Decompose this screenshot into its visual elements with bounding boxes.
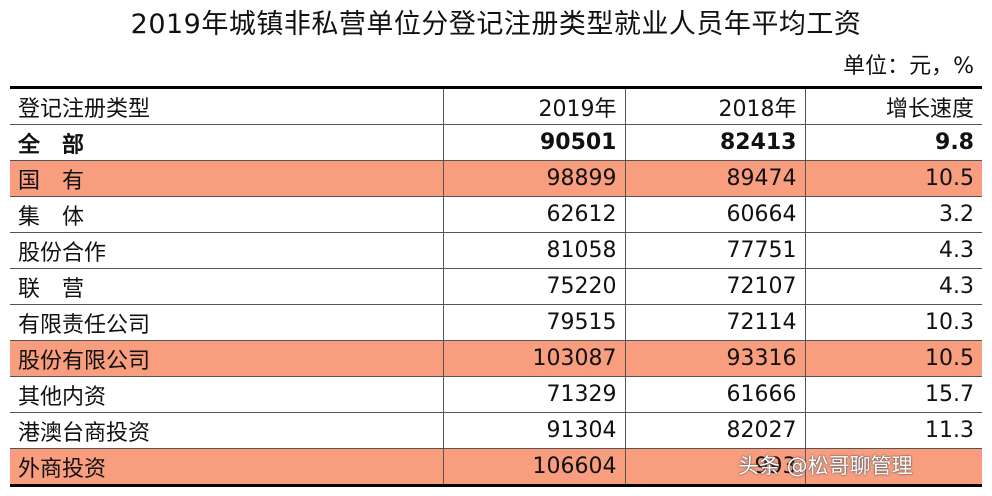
- row-growth: 4.3: [805, 268, 982, 305]
- header-growth: 增长速度: [805, 87, 982, 125]
- header-2019: 2019年: [443, 87, 626, 125]
- table-row: 股份合作 81058 77751 4.3: [10, 232, 982, 269]
- row-value-2018: 72107: [625, 268, 806, 305]
- row-type: 其他内资: [10, 376, 444, 413]
- row-type: 港澳台商投资: [10, 412, 444, 449]
- row-value-2019: 79515: [443, 304, 626, 341]
- row-type: 股份有限公司: [10, 340, 444, 377]
- row-type: 国 有: [10, 160, 444, 197]
- table-body: 全 部 90501 82413 9.8 国 有 98899 89474 10.5 集 体 6261…: [10, 124, 982, 486]
- row-value-2018: 993: [625, 448, 806, 486]
- row-value-2019: 91304: [443, 412, 626, 449]
- row-type: 股份合作: [10, 232, 444, 269]
- table-row: 全 部 90501 82413 9.8: [10, 124, 982, 161]
- row-value-2019: 71329: [443, 376, 626, 413]
- row-growth: 10.5: [805, 340, 982, 377]
- row-value-2019: 106604: [443, 448, 626, 486]
- row-growth: 9.8: [805, 124, 982, 161]
- row-type: 联 营: [10, 268, 444, 305]
- row-value-2018: 77751: [625, 232, 806, 269]
- row-value-2018: 60664: [625, 196, 806, 233]
- row-value-2019: 62612: [443, 196, 626, 233]
- row-growth: 3.2: [805, 196, 982, 233]
- row-type: 有限责任公司: [10, 304, 444, 341]
- row-type: 集 体: [10, 196, 444, 233]
- table-row: 港澳台商投资 91304 82027 11.3: [10, 412, 982, 449]
- table-row: 集 体 62612 60664 3.2: [10, 196, 982, 233]
- row-value-2018: 82413: [625, 124, 806, 161]
- table-row: 有限责任公司 79515 72114 10.3: [10, 304, 982, 341]
- table-row: 其他内资 71329 61666 15.7: [10, 376, 982, 413]
- row-value-2019: 103087: [443, 340, 626, 377]
- table-row: 联 营 75220 72107 4.3: [10, 268, 982, 305]
- header-2018: 2018年: [625, 87, 806, 125]
- row-growth: 15.7: [805, 376, 982, 413]
- row-value-2018: 82027: [625, 412, 806, 449]
- watermark: 头条 @松哥聊管理: [738, 454, 913, 478]
- row-value-2018: 61666: [625, 376, 806, 413]
- row-value-2019: 98899: [443, 160, 626, 197]
- row-growth: 10.3: [805, 304, 982, 341]
- table-row: 股份有限公司 103087 93316 10.5: [10, 340, 982, 377]
- row-growth: 4.3: [805, 232, 982, 269]
- row-value-2018: 89474: [625, 160, 806, 197]
- table-row: 外商投资 106604 993: [10, 448, 982, 486]
- row-type: 外商投资: [10, 448, 444, 486]
- row-growth: 10.5: [805, 160, 982, 197]
- row-growth: [805, 448, 982, 486]
- page-title: 2019年城镇非私营单位分登记注册类型就业人员年平均工资: [130, 9, 862, 40]
- table-row: 国 有 98899 89474 10.5: [10, 160, 982, 197]
- table-header-row: 登记注册类型 2019年 2018年 增长速度: [10, 87, 982, 125]
- row-value-2018: 72114: [625, 304, 806, 341]
- row-value-2018: 93316: [625, 340, 806, 377]
- wage-table: 登记注册类型 2019年 2018年 增长速度 全 部 90501 82413 9.8…: [10, 86, 982, 487]
- row-value-2019: 75220: [443, 268, 626, 305]
- header-type: 登记注册类型: [10, 87, 444, 125]
- row-growth: 11.3: [805, 412, 982, 449]
- row-value-2019: 81058: [443, 232, 626, 269]
- unit-label: 单位：元，%: [843, 54, 974, 79]
- row-value-2019: 90501: [443, 124, 626, 161]
- row-type: 全 部: [10, 124, 444, 161]
